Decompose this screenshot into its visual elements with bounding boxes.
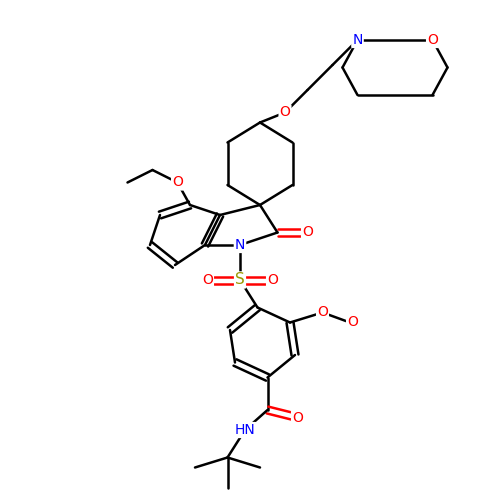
Text: N: N — [352, 33, 362, 47]
Text: S: S — [235, 272, 245, 287]
Text: O: O — [302, 226, 313, 239]
Text: N: N — [235, 238, 245, 252]
Text: HN: HN — [234, 423, 256, 437]
Text: O: O — [202, 273, 213, 287]
Text: O: O — [172, 176, 183, 190]
Text: O: O — [427, 33, 438, 47]
Text: O: O — [280, 106, 290, 120]
Text: O: O — [267, 273, 278, 287]
Text: O: O — [317, 306, 328, 320]
Text: O: O — [292, 410, 303, 424]
Text: O: O — [347, 316, 358, 330]
